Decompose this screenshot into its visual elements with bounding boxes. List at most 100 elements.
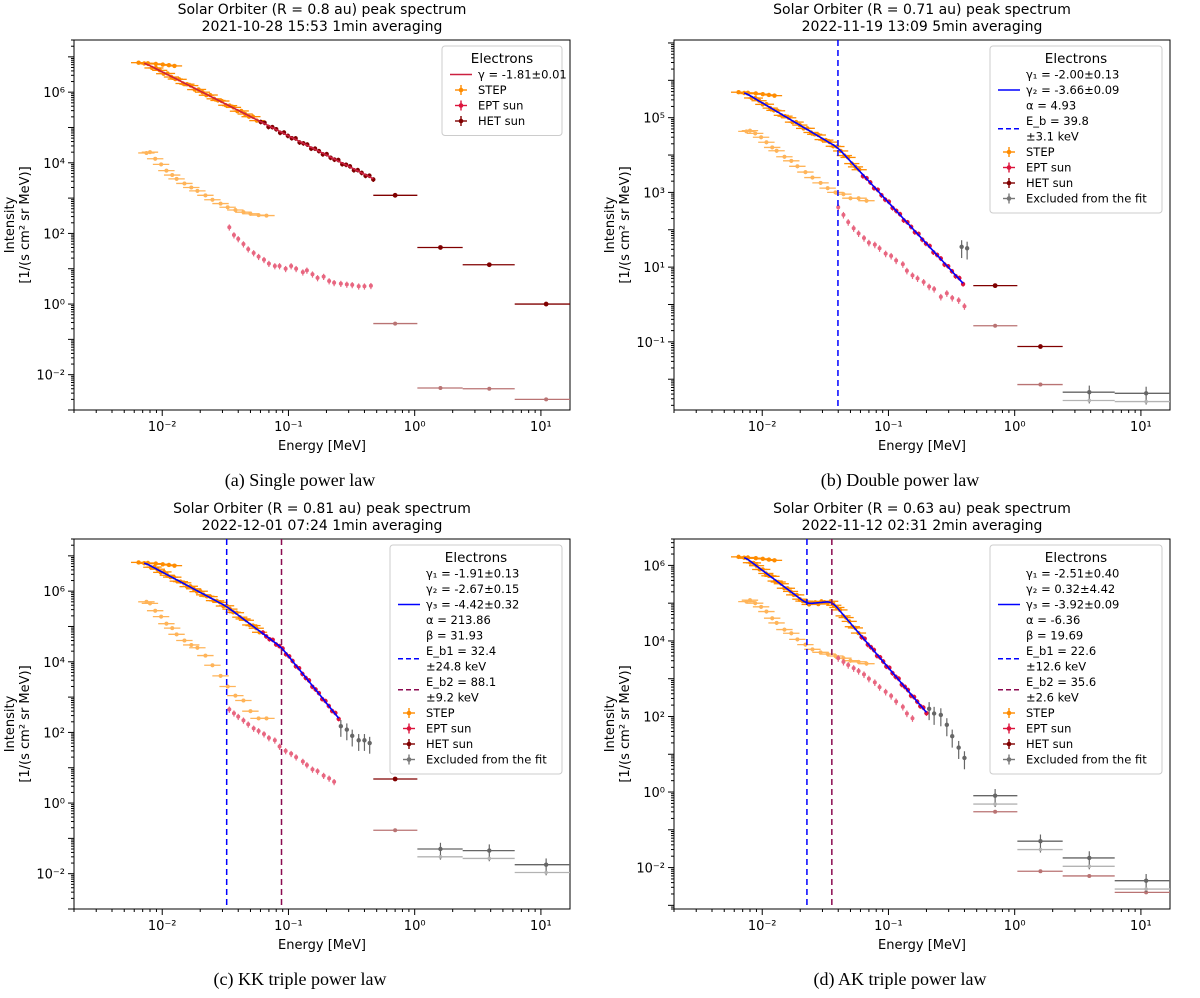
step-faint-point bbox=[204, 197, 221, 202]
step-faint-point bbox=[212, 673, 229, 678]
marker bbox=[803, 170, 808, 175]
ept-faint-point bbox=[894, 698, 899, 706]
marker bbox=[147, 150, 152, 155]
marker bbox=[736, 90, 741, 95]
y-axis-label-units: [1/(s cm² sr MeV)] bbox=[18, 665, 33, 782]
marker bbox=[1143, 391, 1149, 396]
y-tick-label: 10⁰ bbox=[643, 786, 665, 801]
step-faint-point bbox=[146, 608, 164, 613]
panel-c: Solar Orbiter (R = 0.81 au) peak spectru… bbox=[0, 499, 600, 998]
marker bbox=[944, 291, 949, 296]
ept-faint-point bbox=[866, 239, 871, 247]
marker bbox=[338, 724, 344, 729]
legend-box bbox=[989, 45, 1163, 214]
marker bbox=[904, 268, 909, 273]
marker bbox=[962, 304, 967, 309]
step-faint-point bbox=[746, 131, 764, 136]
marker bbox=[487, 856, 492, 861]
marker bbox=[227, 707, 232, 712]
ept-faint-point bbox=[277, 743, 282, 750]
chart-title: Solar Orbiter (R = 0.63 au) peak spectru… bbox=[773, 501, 1071, 517]
marker bbox=[782, 627, 787, 632]
step-faint-point bbox=[258, 213, 275, 218]
excluded-point bbox=[959, 240, 964, 259]
marker bbox=[856, 231, 861, 236]
marker bbox=[544, 870, 548, 875]
het-faint-point bbox=[973, 323, 1018, 328]
legend-text: γ₂ = -3.66±0.09 bbox=[1026, 83, 1119, 97]
excluded-point bbox=[367, 736, 372, 754]
ept-faint-point bbox=[910, 715, 915, 722]
chart-title: Solar Orbiter (R = 0.71 au) peak spectru… bbox=[773, 2, 1071, 18]
marker bbox=[350, 733, 355, 739]
legend-text: ±2.6 keV bbox=[1026, 691, 1079, 705]
y-tick-label: 10⁻² bbox=[36, 868, 65, 883]
chart-a: Solar Orbiter (R = 0.8 au) peak spectrum… bbox=[3, 2, 571, 454]
marker bbox=[225, 205, 230, 210]
marker bbox=[283, 266, 288, 271]
marker bbox=[256, 728, 261, 733]
marker bbox=[1087, 855, 1092, 861]
ept-faint-point bbox=[856, 668, 861, 675]
x-axis-label: Energy [MeV] bbox=[278, 938, 366, 953]
chart-b: Solar Orbiter (R = 0.71 au) peak spectru… bbox=[603, 2, 1171, 454]
marker bbox=[294, 266, 299, 271]
ept-faint-point bbox=[889, 252, 894, 260]
legend-text: γ₃ = -4.42±0.32 bbox=[426, 598, 519, 612]
excluded-faint-point bbox=[1114, 887, 1170, 891]
marker bbox=[851, 226, 856, 231]
marker bbox=[789, 158, 794, 163]
x-tick-label: 10¹ bbox=[530, 420, 552, 435]
chart-subtitle: 2022-11-19 13:09 5min averaging bbox=[802, 19, 1043, 35]
step-faint-point bbox=[797, 642, 814, 647]
ept-faint-point bbox=[304, 267, 309, 274]
plot-frame bbox=[673, 39, 1171, 411]
marker bbox=[170, 626, 175, 631]
legend-marker-dot bbox=[1006, 726, 1012, 731]
marker bbox=[753, 91, 759, 96]
ept-faint-point bbox=[877, 245, 882, 252]
x-axis-label: Energy [MeV] bbox=[878, 938, 966, 953]
marker bbox=[900, 704, 905, 709]
ept-faint-point bbox=[227, 224, 232, 231]
marker bbox=[836, 656, 841, 661]
y-tick-label: 10⁵ bbox=[643, 112, 665, 127]
marker bbox=[261, 257, 266, 262]
marker bbox=[246, 722, 251, 727]
chart-subtitle: 2022-12-01 07:24 1min averaging bbox=[202, 518, 443, 534]
chart-subtitle: 2021-10-28 15:53 1min averaging bbox=[202, 19, 443, 35]
marker bbox=[764, 609, 769, 614]
marker bbox=[846, 663, 851, 668]
marker bbox=[736, 554, 741, 560]
ept-faint-point bbox=[956, 297, 961, 304]
step-faint-point bbox=[227, 693, 244, 698]
marker bbox=[231, 711, 236, 716]
marker bbox=[344, 282, 349, 287]
marker bbox=[153, 608, 158, 613]
marker bbox=[956, 745, 961, 750]
ept-faint-point bbox=[251, 250, 256, 257]
step-faint-point bbox=[789, 637, 806, 642]
plot-content bbox=[730, 90, 1170, 405]
marker bbox=[486, 262, 492, 268]
marker bbox=[825, 186, 830, 191]
legend-text: Excluded from the fit bbox=[1026, 192, 1147, 206]
step-point bbox=[166, 563, 183, 568]
marker bbox=[883, 251, 888, 256]
excluded-faint-point bbox=[1114, 399, 1170, 404]
marker bbox=[927, 284, 932, 289]
step-faint-point bbox=[776, 154, 793, 159]
panel-a: Solar Orbiter (R = 0.8 au) peak spectrum… bbox=[0, 0, 600, 499]
marker bbox=[894, 699, 899, 704]
ept-faint-point bbox=[289, 750, 294, 758]
marker bbox=[159, 614, 164, 619]
marker bbox=[877, 685, 882, 690]
fit-line bbox=[743, 92, 964, 284]
marker bbox=[993, 323, 998, 328]
y-axis-label: Intensity bbox=[603, 695, 618, 752]
marker bbox=[543, 301, 549, 307]
marker bbox=[256, 254, 261, 259]
marker bbox=[236, 714, 241, 719]
x-tick-label: 10⁻² bbox=[148, 420, 177, 435]
legend-text: STEP bbox=[1026, 706, 1055, 720]
